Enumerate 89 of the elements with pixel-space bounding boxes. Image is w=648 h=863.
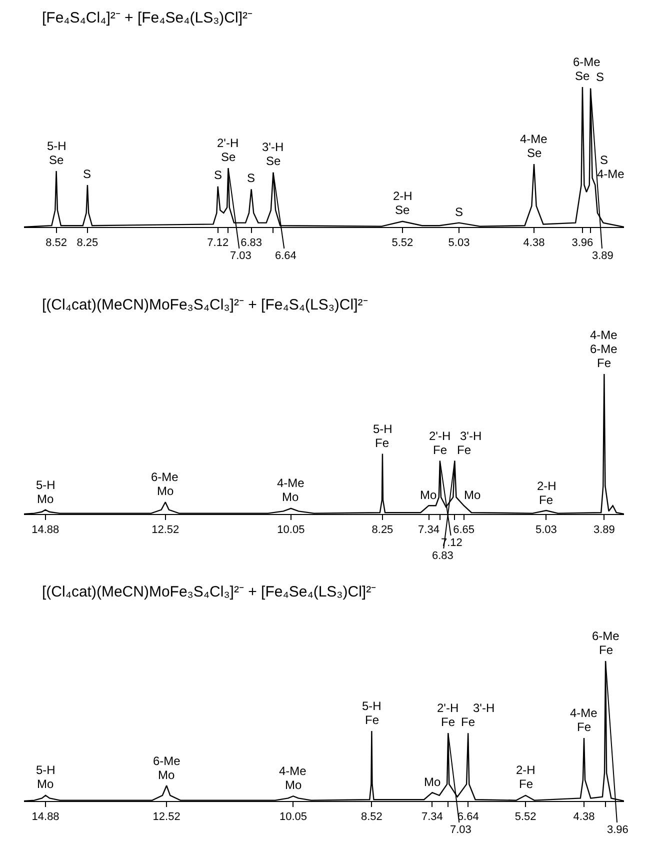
x-tick-label: 8.25 [76, 237, 98, 250]
x-tick-label: 5.52 [514, 811, 536, 824]
annotation: 7.03 [450, 824, 472, 836]
annotation: 2'-H [217, 136, 239, 150]
x-tick-label: 6.83 [240, 237, 262, 250]
x-tick-label: 14.88 [32, 524, 60, 536]
annotation: 6-Me [573, 55, 601, 69]
annotation: 6-Me [592, 629, 620, 643]
chart-title: [Fe₄S₄Cl₄]²⁻ + [Fe₄Se₄(LS₃)Cl]²⁻ [42, 10, 253, 26]
annotation: 7.03 [230, 250, 252, 262]
annotation: S [600, 153, 608, 167]
annotation: S [214, 168, 222, 182]
annotation: Mo [424, 775, 441, 789]
x-tick-label: 3.89 [593, 524, 615, 536]
annotation: Mo [420, 488, 437, 502]
annotation: 2-H [537, 479, 556, 493]
annotation: 2'-H [437, 701, 459, 715]
annotation: Fe [519, 777, 534, 791]
annotation: S [247, 171, 256, 185]
annotation: 2'-H [429, 429, 451, 443]
x-tick-label: 5.03 [448, 237, 470, 250]
annotation: Se [49, 153, 64, 167]
annotation: Fe [599, 643, 614, 657]
annotation: Mo [282, 490, 299, 504]
x-tick-label: 7.34 [418, 524, 440, 536]
annotation: Fe [375, 436, 390, 450]
annotation: Fe [461, 715, 476, 729]
annotation: S [455, 205, 464, 219]
x-tick-label: 8.52 [360, 811, 382, 824]
x-tick-label: 8.25 [372, 524, 394, 536]
annotation: Mo [157, 484, 174, 498]
annotation: 4-Me [590, 328, 618, 342]
annotation: S [83, 167, 92, 181]
annotation: 6.64 [275, 250, 296, 262]
annotation: 6-Me [151, 470, 179, 484]
x-tick-label: 4.38 [523, 237, 545, 250]
annotation: 4-Me [597, 167, 625, 181]
annotation: 3'-H [262, 140, 284, 154]
annotation: Fe [365, 713, 380, 727]
x-tick-label: 12.52 [152, 811, 180, 824]
annotation: Fe [597, 356, 612, 370]
annotation: 4-Me [570, 706, 598, 720]
x-tick-label: 8.52 [46, 237, 68, 250]
annotation: Fe [441, 715, 456, 729]
annotation: S [596, 70, 604, 84]
x-tick-label: 7.34 [422, 811, 443, 824]
annotation: Fe [457, 443, 472, 457]
annotation: 3.96 [607, 824, 628, 836]
annotation: 3.89 [592, 250, 614, 262]
x-tick-label: 5.52 [392, 237, 414, 250]
annotation: Fe [433, 443, 448, 457]
annotation: 5-H [36, 763, 56, 777]
annotation: Mo [464, 488, 481, 502]
annotation: Mo [37, 492, 54, 506]
annotation: Fe [577, 720, 592, 734]
x-tick-label: 6.65 [453, 524, 475, 536]
annotation: 5-H [47, 139, 66, 153]
annotation: 4-Me [279, 764, 307, 778]
annotation: 3'-H [473, 701, 495, 715]
annotation: 3'-H [460, 429, 482, 443]
annotation: Se [395, 203, 410, 217]
annotation: 4-Me [520, 132, 548, 146]
chart-title: [(Cl₄cat)(MeCN)MoFe₃S₄Cl₃]²⁻ + [Fe₄Se₄(LS₃)Cl]²⁻ [42, 584, 376, 600]
x-tick-label: 10.05 [277, 524, 305, 536]
annotation: 2-H [516, 763, 536, 777]
x-tick-label: 5.03 [535, 524, 557, 536]
x-tick-label: 7.12 [207, 237, 229, 250]
annotation: 5-H [362, 699, 382, 713]
annotation: Mo [158, 768, 175, 782]
annotation: Mo [285, 778, 302, 792]
annotation: 6.83 [432, 550, 454, 562]
annotation: 6-Me [153, 754, 181, 768]
x-tick-label: 10.05 [279, 811, 307, 824]
annotation: 5-H [36, 478, 56, 492]
annotation: 6-Me [590, 342, 618, 356]
annotation: Se [527, 146, 542, 160]
x-tick-label: 3.96 [572, 237, 594, 250]
x-tick-label: 4.38 [573, 811, 595, 824]
chart-title: [(Cl₄cat)(MeCN)MoFe₃S₄Cl₃]²⁻ + [Fe₄S₄(LS₃)Cl]²⁻ [42, 296, 368, 314]
annotation: Fe [539, 493, 554, 507]
annotation: 4-Me [277, 476, 305, 490]
annotation: 2-H [393, 189, 412, 203]
annotation: Mo [37, 777, 54, 791]
annotation: 5-H [373, 422, 392, 436]
x-tick-label: 12.52 [152, 524, 180, 536]
annotation: Se [266, 154, 282, 168]
x-tick-label: 14.88 [32, 811, 60, 824]
annotation: Se [221, 150, 236, 164]
annotation: Se [575, 69, 590, 83]
